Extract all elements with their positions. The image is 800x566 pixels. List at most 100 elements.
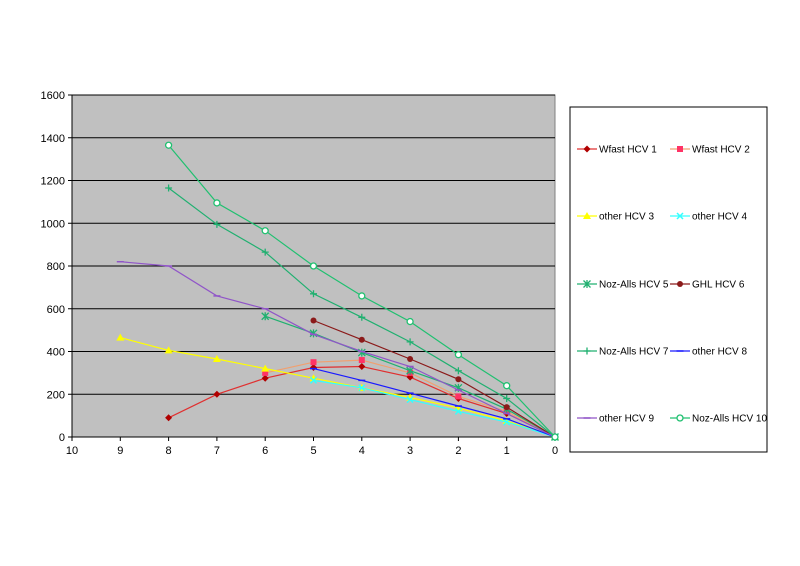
data-point	[358, 362, 366, 370]
series-layer	[116, 141, 559, 441]
legend-entry: other HCV 9	[577, 414, 654, 425]
legend-entry: Noz-Alls HCV 5	[577, 280, 669, 291]
legend-swatch-marker	[583, 347, 591, 355]
data-point	[164, 141, 173, 149]
data-point	[406, 366, 415, 375]
data-point	[406, 317, 414, 326]
data-point	[454, 351, 463, 359]
legend-box	[569, 106, 768, 453]
y-tick-label: 1000	[41, 218, 65, 230]
y-tick-label: 200	[47, 389, 65, 401]
legend-label: Noz-Alls HCV 10	[692, 414, 767, 425]
series-line	[313, 379, 556, 438]
y-tick-label: 600	[47, 304, 65, 316]
legend-swatch-marker	[583, 145, 591, 153]
data-point	[261, 374, 269, 382]
legend-label: GHL HCV 6	[692, 280, 745, 291]
data-point	[551, 433, 559, 441]
legend-label: Wfast HCV 1	[599, 145, 657, 156]
x-tick-label: 5	[310, 445, 316, 457]
legend-entry: other HCV 4	[670, 212, 747, 223]
x-tick-label: 1	[504, 445, 510, 457]
data-point	[358, 313, 366, 321]
legend-entry: Wfast HCV 1	[577, 145, 657, 156]
data-point	[212, 354, 221, 362]
data-point	[454, 367, 462, 375]
data-point	[406, 396, 414, 404]
data-point	[213, 199, 221, 207]
x-tick-label: 10	[66, 445, 78, 457]
y-tick-label: 400	[47, 347, 65, 359]
y-axis: 0 200 400 600 800 1000 1200 1400 1600	[41, 90, 73, 444]
legend-entry: Noz-Alls HCV 10	[670, 414, 767, 425]
series-10	[164, 141, 559, 441]
x-tick-label: 2	[455, 445, 461, 457]
legend-label: Noz-Alls HCV 5	[599, 280, 669, 291]
data-point	[165, 414, 173, 422]
data-point	[406, 338, 414, 346]
data-point	[309, 262, 318, 270]
data-point	[407, 355, 414, 362]
legend-entry: GHL HCV 6	[670, 280, 745, 291]
data-point	[455, 393, 462, 400]
x-tick-label: 3	[407, 445, 413, 457]
series-line	[313, 319, 556, 438]
data-point	[165, 184, 173, 192]
data-point	[310, 359, 317, 366]
legend-label: other HCV 9	[599, 414, 654, 425]
legend-entry: other HCV 3	[577, 212, 654, 223]
data-point	[213, 220, 221, 228]
legend-label: other HCV 8	[692, 347, 747, 358]
legend-entry: Noz-Alls HCV 7	[577, 347, 669, 358]
y-tick-label: 1600	[41, 90, 65, 102]
x-tick-label: 0	[552, 445, 558, 457]
legend-swatch-marker	[676, 212, 684, 220]
data-point	[116, 333, 125, 341]
x-tick-label: 7	[214, 445, 220, 457]
data-point	[261, 227, 269, 235]
x-tick-label: 4	[359, 445, 365, 457]
y-tick-label: 1400	[41, 133, 65, 145]
data-point	[358, 336, 365, 343]
data-point	[503, 395, 511, 403]
y-tick-label: 800	[47, 261, 65, 273]
legend-swatch-marker	[676, 414, 684, 422]
data-point	[261, 312, 270, 321]
data-point	[261, 364, 270, 372]
data-point	[358, 384, 366, 392]
x-tick-label: 9	[117, 445, 123, 457]
series-line	[313, 368, 556, 438]
legend-swatch-marker	[677, 146, 683, 152]
series-line	[120, 337, 556, 438]
legend-label: other HCV 4	[692, 212, 747, 223]
legend-swatch-marker	[583, 280, 591, 288]
data-point	[358, 292, 366, 300]
x-tick-label: 8	[166, 445, 172, 457]
data-point	[164, 346, 173, 354]
data-point	[309, 376, 318, 384]
y-tick-label: 0	[59, 432, 65, 444]
data-point	[261, 248, 269, 256]
legend-swatch-marker	[583, 212, 591, 219]
data-point	[309, 374, 318, 382]
data-point	[213, 390, 221, 398]
legend: Wfast HCV 1 Wfast HCV 2 other HCV 3 other H…	[569, 106, 768, 453]
data-point	[455, 376, 462, 383]
legend-swatch-marker	[677, 281, 683, 287]
legend-entry: Wfast HCV 2	[670, 145, 750, 156]
x-tick-label: 6	[262, 445, 268, 457]
data-point	[503, 382, 511, 390]
legend-entry: other HCV 8	[670, 347, 747, 358]
legend-label: other HCV 3	[599, 212, 654, 223]
data-point	[358, 357, 365, 364]
legend-label: Wfast HCV 2	[692, 145, 750, 156]
series-line	[120, 261, 556, 438]
data-point	[454, 407, 462, 415]
y-tick-label: 1200	[41, 176, 65, 188]
data-point	[310, 290, 317, 298]
data-point	[503, 404, 510, 411]
data-point	[310, 317, 317, 324]
legend-label: Noz-Alls HCV 7	[599, 347, 669, 358]
x-axis: 10 9 8 7 6 5 4 3 2 1 0	[66, 436, 558, 457]
